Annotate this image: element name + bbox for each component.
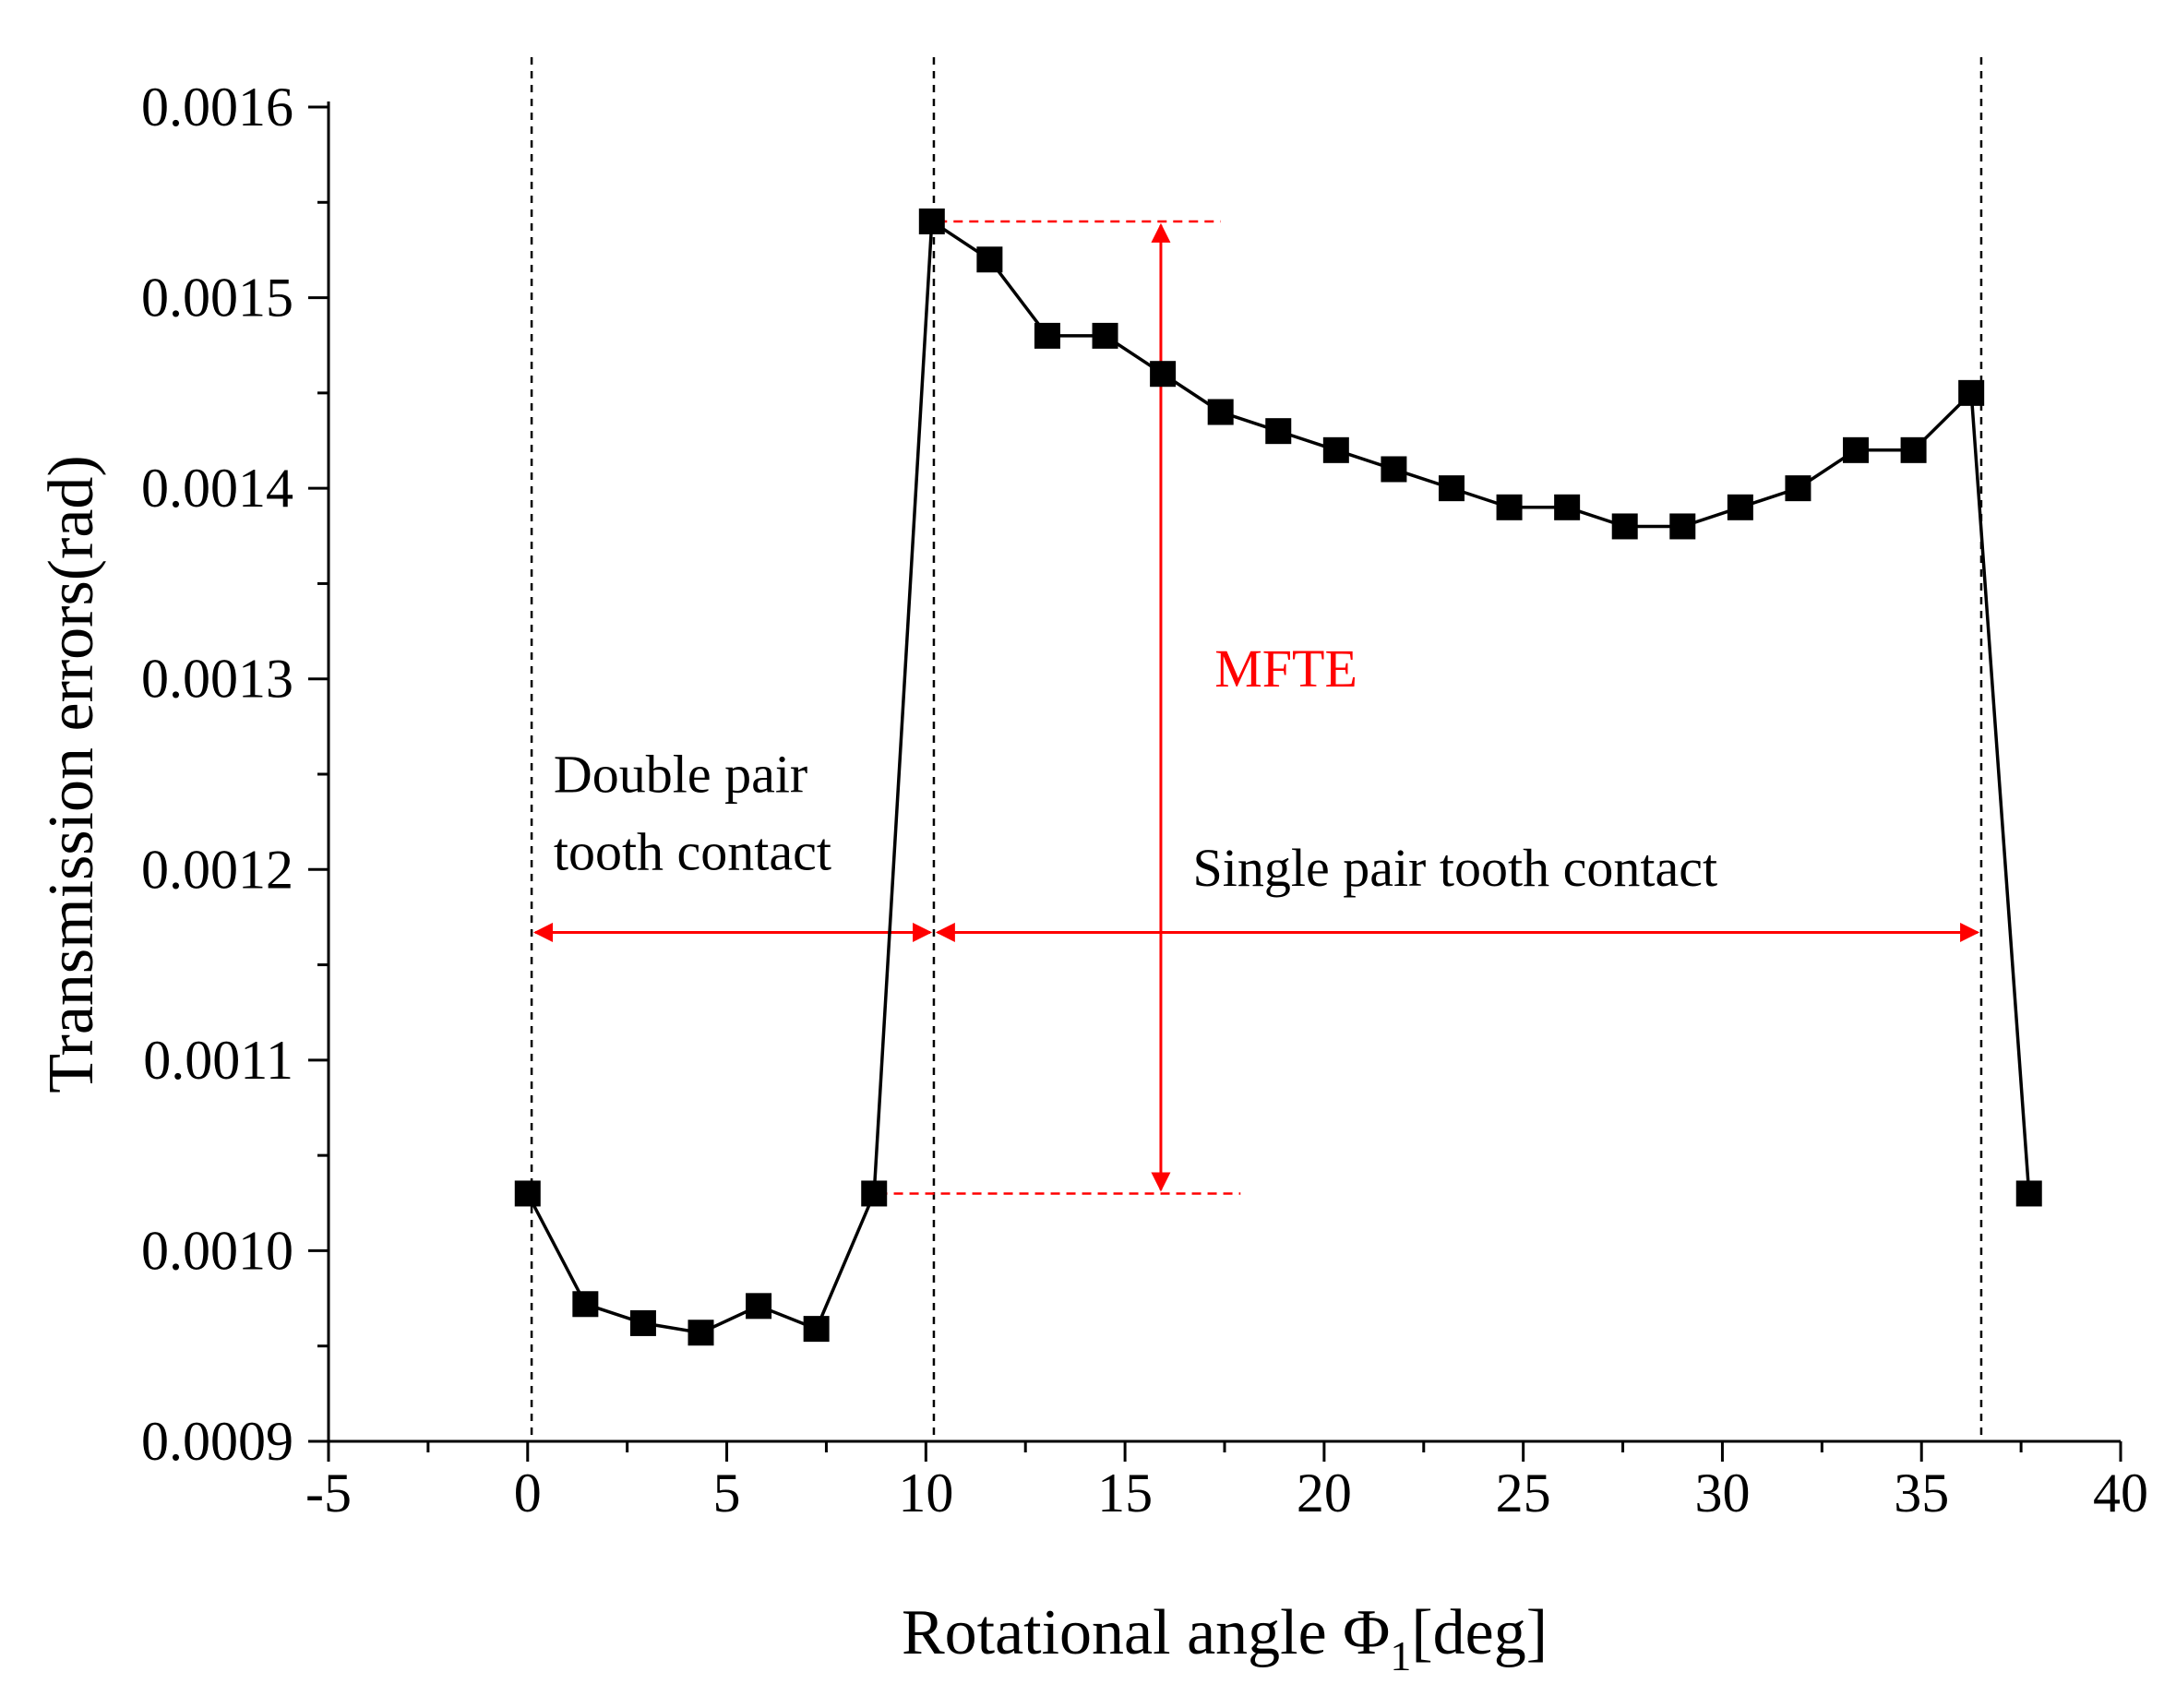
data-point-marker bbox=[746, 1293, 772, 1320]
data-point-marker bbox=[687, 1320, 714, 1346]
x-tick-label: 10 bbox=[898, 1463, 953, 1523]
x-tick-label: 15 bbox=[1097, 1463, 1153, 1523]
data-point-marker bbox=[976, 246, 1003, 273]
y-tick-label: 0.0013 bbox=[141, 649, 293, 710]
x-tick-label: -5 bbox=[305, 1463, 352, 1523]
data-point-marker bbox=[1265, 418, 1292, 445]
x-tick-label: 0 bbox=[514, 1463, 542, 1523]
mfte-label: MFTE bbox=[1214, 639, 1357, 699]
data-point-marker bbox=[1611, 513, 1638, 540]
data-point-marker bbox=[1322, 436, 1349, 463]
series-layer bbox=[514, 208, 2042, 1346]
data-point-marker bbox=[629, 1309, 656, 1336]
double-contact-label-line1: Double pair bbox=[554, 745, 807, 805]
reference-lines-layer bbox=[530, 57, 1983, 1441]
y-axis-title: Transmission errors(rad) bbox=[36, 455, 107, 1093]
data-point-marker bbox=[1785, 475, 1811, 502]
x-tick-label: 25 bbox=[1496, 1463, 1551, 1523]
data-point-marker bbox=[1092, 322, 1118, 349]
x-axis-title: Rotational angle Φ1[deg] bbox=[902, 1597, 1548, 1679]
data-point-marker bbox=[861, 1180, 888, 1207]
data-point-marker bbox=[1900, 436, 1927, 463]
x-axis-title-subscript: 1 bbox=[1390, 1632, 1411, 1679]
y-tick-label: 0.0015 bbox=[141, 268, 293, 328]
data-point-marker bbox=[2015, 1180, 2042, 1207]
x-axis-title-main: Rotational angle Φ bbox=[902, 1597, 1390, 1668]
data-point-marker bbox=[1381, 456, 1407, 483]
data-point-marker bbox=[1438, 475, 1465, 502]
x-tick-label: 20 bbox=[1297, 1463, 1352, 1523]
x-tick-label: 35 bbox=[1894, 1463, 1949, 1523]
y-tick-label: 0.0012 bbox=[141, 839, 293, 900]
y-tick-label: 0.0010 bbox=[141, 1220, 293, 1281]
double-contact-label-line2: tooth contact bbox=[554, 821, 831, 881]
data-point-marker bbox=[1554, 494, 1581, 520]
data-point-marker bbox=[1150, 361, 1177, 388]
ticks-layer: 0.0009 0.0010 0.0011 0.0012 0.0013 0.0014 0.00… bbox=[141, 77, 2148, 1523]
y-tick-label: 0.0009 bbox=[141, 1411, 293, 1472]
x-tick-label: 40 bbox=[2093, 1463, 2148, 1523]
data-point-marker bbox=[1727, 494, 1753, 520]
x-axis-title-unit: [deg] bbox=[1411, 1597, 1548, 1668]
data-point-marker bbox=[572, 1291, 599, 1318]
x-tick-label: 5 bbox=[713, 1463, 741, 1523]
y-tick-label: 0.0014 bbox=[141, 458, 293, 519]
y-tick-label: 0.0016 bbox=[141, 77, 293, 137]
data-point-marker bbox=[803, 1316, 830, 1343]
data-point-marker bbox=[514, 1180, 541, 1207]
data-point-marker bbox=[1207, 399, 1234, 425]
y-tick-label: 0.0011 bbox=[143, 1030, 293, 1091]
data-point-marker bbox=[1496, 494, 1523, 520]
single-contact-label: Single pair tooth contact bbox=[1192, 838, 1717, 898]
data-point-marker bbox=[1669, 513, 1696, 540]
data-point-marker bbox=[1958, 379, 1985, 406]
data-point-marker bbox=[1034, 322, 1060, 349]
data-point-marker bbox=[918, 208, 945, 234]
data-point-marker bbox=[1843, 436, 1870, 463]
x-tick-label: 30 bbox=[1694, 1463, 1750, 1523]
